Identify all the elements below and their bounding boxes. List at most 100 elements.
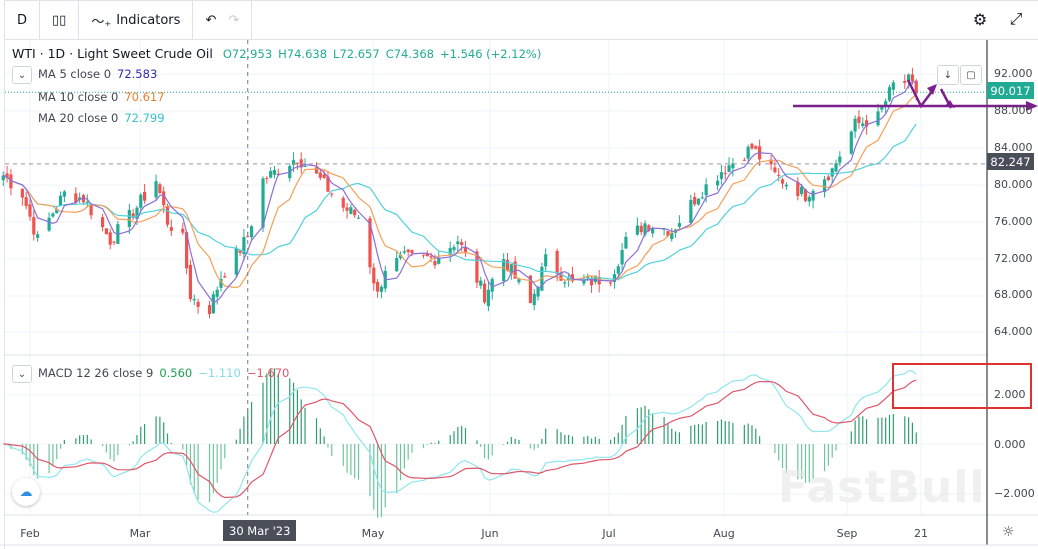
candle-up bbox=[532, 293, 536, 306]
candle-down bbox=[181, 228, 185, 233]
candle-down bbox=[74, 193, 78, 203]
price-tick: 84.000 bbox=[994, 140, 1033, 154]
history-group: ↶ ↷ bbox=[193, 1, 253, 39]
candle-down bbox=[108, 232, 112, 245]
candle-down bbox=[368, 218, 372, 268]
candle-up bbox=[234, 248, 238, 275]
candle-up bbox=[291, 160, 296, 165]
candle-up bbox=[215, 289, 219, 297]
candle-up bbox=[849, 131, 853, 154]
chart-settings-icon[interactable]: ☼ bbox=[1002, 524, 1015, 540]
candle-down bbox=[777, 174, 781, 176]
price-tick: 88.000 bbox=[994, 103, 1033, 117]
annotation-arrow bbox=[906, 79, 934, 109]
ma10-value: 70.617 bbox=[124, 90, 165, 104]
candle-down bbox=[341, 197, 345, 208]
candle-up bbox=[448, 248, 452, 255]
candle-up bbox=[402, 251, 406, 253]
arrow-down-icon[interactable]: ↓ bbox=[937, 65, 959, 85]
macd-label: MACD 12 26 close 9 bbox=[38, 366, 154, 380]
time-tick: Jul bbox=[602, 527, 616, 540]
candle-up bbox=[58, 195, 63, 206]
ohlc-high: H74.638 bbox=[278, 47, 328, 61]
candle-down bbox=[104, 228, 108, 235]
candle-up bbox=[880, 106, 884, 110]
candle-up bbox=[356, 217, 361, 219]
candle-down bbox=[81, 195, 86, 203]
candle-down bbox=[742, 159, 746, 161]
macd-line-value: −1.110 bbox=[198, 366, 241, 380]
candle-down bbox=[372, 267, 376, 284]
time-tick: May bbox=[361, 527, 385, 540]
candle-down bbox=[238, 250, 242, 253]
macd-signal-value: −1.670 bbox=[246, 366, 290, 380]
candle-up bbox=[78, 197, 82, 200]
candle-down bbox=[803, 189, 808, 201]
candle-up bbox=[51, 213, 55, 217]
symbol-legend: WTI · 1D · Light Sweet Crude Oil O72.953… bbox=[12, 46, 547, 61]
candle-down bbox=[314, 167, 319, 174]
undo-icon[interactable]: ↶ bbox=[205, 12, 217, 28]
candle-up bbox=[811, 191, 815, 201]
candle-up bbox=[834, 163, 838, 172]
candle-up bbox=[670, 232, 674, 239]
candle-up bbox=[853, 118, 857, 132]
maximize-pane-icon[interactable]: ▢ bbox=[960, 65, 982, 85]
interval-button[interactable]: D bbox=[5, 1, 41, 39]
collapse-macd-legend-button[interactable]: ⌄ bbox=[12, 365, 32, 383]
candle-down bbox=[410, 250, 414, 253]
last-price-label: 90.017 bbox=[987, 82, 1034, 99]
candle-up bbox=[651, 228, 655, 234]
candle-up bbox=[1, 175, 5, 181]
candle-down bbox=[326, 176, 330, 192]
candle-up bbox=[249, 226, 254, 238]
candle-down bbox=[796, 181, 800, 197]
candle-down bbox=[406, 249, 410, 252]
candle-up bbox=[349, 207, 353, 214]
candle-up bbox=[822, 179, 827, 193]
candle-up bbox=[616, 266, 620, 274]
candle-up bbox=[536, 287, 540, 297]
collapse-legend-button[interactable]: ⌄ bbox=[12, 66, 32, 84]
candle-down bbox=[750, 143, 754, 149]
candle-up bbox=[517, 279, 521, 283]
candle-up bbox=[139, 194, 143, 208]
candle-down bbox=[559, 272, 563, 281]
ma20-legend[interactable]: MA 20 close 0 72.799 bbox=[38, 111, 171, 125]
ma5-line bbox=[3, 80, 917, 304]
ma10-legend[interactable]: MA 10 close 0 70.617 bbox=[38, 90, 171, 104]
time-tick: Mar bbox=[129, 527, 151, 540]
gear-icon[interactable]: ⚙ bbox=[972, 9, 988, 29]
candle-up bbox=[272, 170, 277, 175]
candle-down bbox=[780, 179, 785, 184]
candle-up bbox=[907, 74, 911, 82]
candle-up bbox=[135, 207, 139, 219]
candle-up bbox=[612, 274, 617, 283]
tradingview-logo[interactable]: ☁ bbox=[12, 478, 40, 506]
redo-icon[interactable]: ↷ bbox=[228, 12, 240, 28]
macd-tick: 0.000 bbox=[994, 437, 1026, 451]
indicators-label: Indicators bbox=[116, 12, 181, 28]
candle-up bbox=[635, 225, 639, 235]
candle-down bbox=[131, 213, 135, 218]
candle-up bbox=[731, 163, 735, 169]
candle-up bbox=[219, 278, 223, 288]
macd-legend[interactable]: MACD 12 26 close 9 0.560 −1.110 −1.670 bbox=[38, 366, 295, 380]
ma10-line bbox=[3, 94, 917, 289]
chart-type-button[interactable]: ▯▯ bbox=[40, 1, 80, 39]
candle-up bbox=[567, 277, 571, 281]
candle-down bbox=[570, 274, 575, 282]
indicators-button[interactable]: 〜₊ Indicators bbox=[79, 1, 194, 39]
fullscreen-icon[interactable]: ⤢ bbox=[1009, 9, 1023, 28]
candle-down bbox=[295, 162, 299, 164]
candle-up bbox=[624, 236, 628, 249]
candle-down bbox=[826, 176, 830, 181]
candle-down bbox=[20, 188, 24, 198]
candle-down bbox=[196, 301, 200, 307]
crosshair-date-label: 30 Mar '23 bbox=[223, 520, 297, 541]
candle-down bbox=[24, 197, 28, 207]
candle-down bbox=[376, 282, 380, 292]
time-tick: Jun bbox=[481, 527, 499, 540]
ma5-legend[interactable]: MA 5 close 0 72.583 bbox=[38, 67, 163, 81]
